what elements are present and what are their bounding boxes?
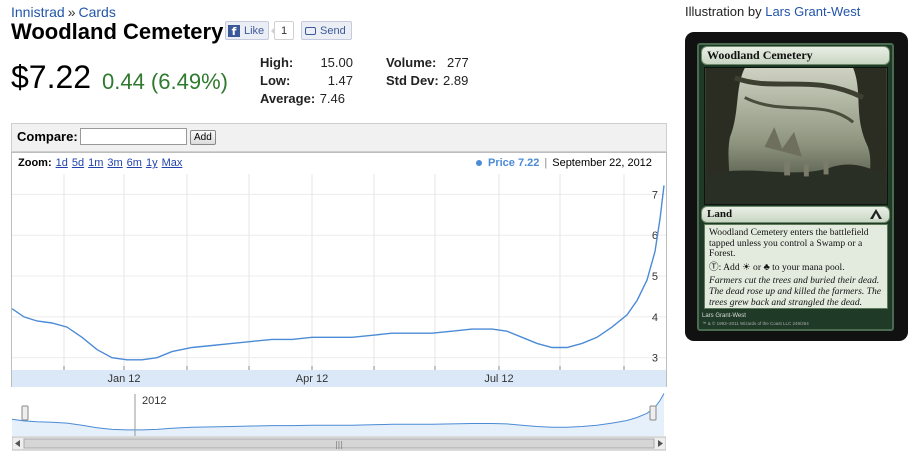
x-tick-label: Jul 12 [484,373,513,385]
page-title: Woodland Cemetery [11,19,224,44]
zoom-1d[interactable]: 1d [55,157,68,169]
x-axis-band [12,370,666,387]
navigator-area [12,393,664,436]
send-label: Send [320,24,346,37]
y-tick-label: 7 [652,189,658,201]
legend-date: September 22, 2012 [552,157,652,169]
y-tick-label: 4 [652,312,658,324]
stat-high-value: 15.00 [320,55,353,70]
y-tick-label: 3 [652,353,658,365]
price-change: 0.44 (6.49%) [102,69,228,94]
stat-volume-value: 277 [447,55,469,70]
stat-average-label: Average: [260,91,316,106]
price-chart[interactable]: 3 4 5 6 7 Jan 12 Apr 12 Jul 12 [12,174,666,387]
scrollbar-grip-icon: ||| [335,440,343,449]
facebook-f-icon: f [228,24,240,38]
compare-add-button[interactable]: Add [190,130,216,145]
card-flavor-text: Farmers cut the trees and buried their d… [709,275,882,308]
card-type-line: Land [701,206,890,223]
stat-high-label: High: [260,55,294,70]
legend-separator: | [544,157,548,169]
stat-stddev-label: Std Dev: [386,73,439,88]
breadcrumb-link-cards[interactable]: Cards [78,4,116,20]
card-rules-text-2: Ⓣ: Add ☀ or ♣ to your mana pool. [709,261,845,273]
illustration-prefix: Illustration by [685,4,762,19]
legend-dot-icon [476,160,482,166]
card-rules-text-1: Woodland Cemetery enters the battlefield… [709,227,869,260]
zoom-6m[interactable]: 6m [126,157,142,169]
facebook-send-button[interactable]: Send [301,21,352,40]
card-artwork [704,67,888,205]
zoom-5d[interactable]: 5d [71,157,85,169]
price-line [12,185,665,361]
like-count: 1 [271,21,294,40]
stat-stddev-value: 2.89 [443,73,469,88]
like-label: Like [244,24,265,37]
navigator-line [12,393,665,431]
illustration-credit: Illustration by Lars Grant-West [685,4,860,19]
card-artist-line: Lars Grant-West [702,313,746,319]
y-tick-label: 5 [652,271,658,283]
zoom-label: Zoom: [18,157,52,169]
breadcrumb: Innistrad» Cards [11,4,116,20]
illustrator-link[interactable]: Lars Grant-West [765,4,861,19]
x-tick-label: Apr 12 [296,373,328,385]
chart-navigator[interactable]: 2012 ||| [12,388,666,452]
chart-legend: Price 7.22 | September 22, 2012 [476,157,652,169]
card-title: Woodland Cemetery [701,46,890,65]
zoom-1m[interactable]: 1m [88,157,104,169]
breadcrumb-separator: » [67,4,76,20]
navigator-handle-right [649,405,657,421]
card-copyright: ™ & © 1993–2011 Wizards of the Coast LLC… [702,321,809,326]
navigator-scrollbar-thumb [23,438,655,449]
navigator-year-label: 2012 [142,395,166,407]
current-price: $7.22 [11,59,92,95]
stat-average-value: 7.46 [319,91,345,106]
facebook-like-button[interactable]: f Like [225,21,270,40]
scroll-right-arrow-icon[interactable] [658,440,663,447]
scroll-left-arrow-icon[interactable] [15,440,20,447]
stat-low-value: 1.47 [327,73,353,88]
zoom-max[interactable]: Max [161,157,183,169]
y-tick-label: 6 [652,230,658,242]
card-text-box: Woodland Cemetery enters the battlefield… [704,224,888,309]
stat-low-label: Low: [260,73,291,88]
navigator-handle-left [21,405,29,421]
zoom-bar: Zoom: 1d 5d 1m 3m 6m 1y Max [18,157,182,169]
breadcrumb-link-set[interactable]: Innistrad [11,4,65,20]
set-symbol-icon [870,209,882,219]
compare-input[interactable] [80,128,187,145]
envelope-icon [305,26,316,35]
zoom-3m[interactable]: 3m [107,157,123,169]
compare-label: Compare: [17,129,78,144]
stat-volume-label: Volume: [386,55,437,70]
x-tick-label: Jan 12 [107,373,140,385]
zoom-1y[interactable]: 1y [145,157,158,169]
legend-series-label: Price 7.22 [488,157,540,169]
